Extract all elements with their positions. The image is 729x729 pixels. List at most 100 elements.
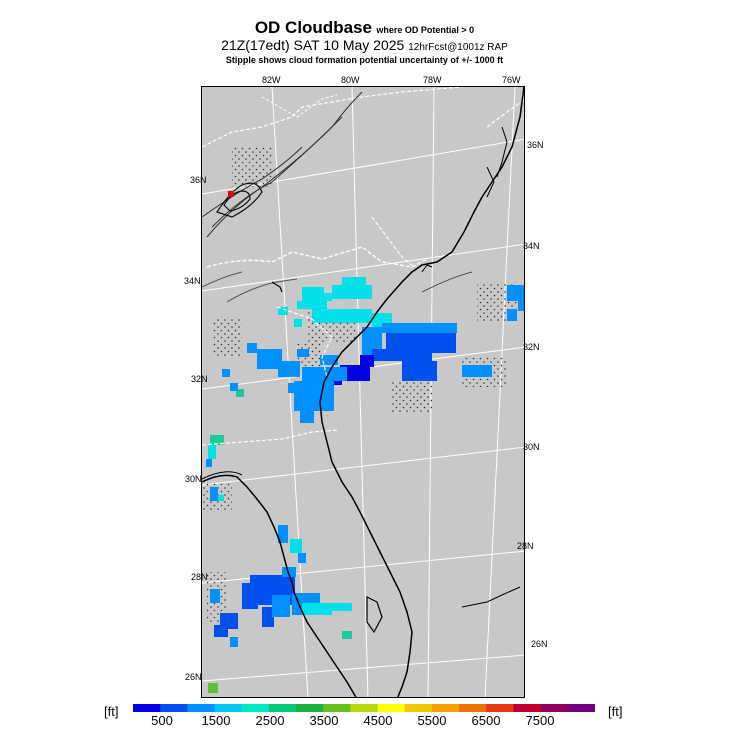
cloudbase-cell <box>230 383 238 391</box>
legend-label-4500: 4500 <box>363 713 393 728</box>
cloudbase-cell <box>386 333 456 353</box>
map-canvas <box>202 87 524 697</box>
legend-color-swatch <box>404 704 433 712</box>
cloudbase-cell <box>278 307 288 315</box>
cloudbase-cell <box>382 323 457 333</box>
cloudbase-cell <box>236 389 244 397</box>
cloudbase-cell <box>208 683 218 693</box>
legend-label-7500: 7500 <box>525 713 555 728</box>
legend-label-3500: 3500 <box>309 713 339 728</box>
cloudbase-cell <box>230 637 238 647</box>
cloudbase-cell <box>298 553 306 563</box>
cloudbase-cell <box>288 383 296 393</box>
lat-label-left-28n: 28N <box>191 572 208 582</box>
legend-color-swatch <box>160 704 188 712</box>
legend-unit-right: [ft] <box>608 704 623 719</box>
cloudbase-cell <box>507 285 524 301</box>
legend-color-swatch <box>268 704 297 712</box>
lon-label-80w: 80W <box>341 75 360 85</box>
cloudbase-cells <box>206 277 524 693</box>
legend-unit-left: [ft] <box>104 704 119 719</box>
lon-label-76w: 76W <box>502 75 521 85</box>
lat-label-left-30n: 30N <box>185 474 202 484</box>
forecast-line: 21Z(17edt) SAT 10 May 2025 12hrFcst@1001… <box>0 37 729 53</box>
cloudbase-cell <box>222 369 230 377</box>
legend-color-swatch <box>214 704 243 712</box>
lon-label-82w: 82W <box>262 75 281 85</box>
forecast-info: 12hrFcst@1001z RAP <box>408 42 508 53</box>
legend-color-swatch <box>377 704 406 712</box>
coastline <box>202 87 524 697</box>
cloudbase-cell <box>518 301 524 311</box>
cloudbase-cell <box>360 355 374 367</box>
legend-color-swatch <box>567 704 595 712</box>
cloudbase-cell <box>262 607 274 627</box>
cloudbase-cell <box>290 539 302 553</box>
color-legend-bar <box>133 704 595 712</box>
valid-time: 21Z(17edt) SAT 10 May 2025 <box>221 37 405 53</box>
terrain-contours <box>202 91 473 303</box>
lat-label-right-28n: 28N <box>517 541 534 551</box>
lat-label-left-36n: 36N <box>190 175 207 185</box>
legend-label-500: 500 <box>151 713 173 728</box>
cloudbase-cell <box>210 487 218 501</box>
legend-color-swatch <box>187 704 216 712</box>
legend-color-swatch <box>133 704 161 712</box>
legend-color-swatch <box>241 704 270 712</box>
legend-color-swatch <box>431 704 460 712</box>
cloudbase-cell <box>206 459 212 467</box>
stipple-note: Stipple shows cloud formation potential … <box>225 55 504 65</box>
lat-label-right-36n: 36N <box>527 140 544 150</box>
lat-label-right-26n: 26N <box>531 639 548 649</box>
chart-title: OD Cloudbase where OD Potential > 0 <box>0 18 729 38</box>
cloudbase-cell <box>302 367 347 381</box>
lon-label-78w: 78W <box>423 75 442 85</box>
cloudbase-cell <box>210 435 224 445</box>
cloudbase-cell <box>218 495 224 501</box>
legend-color-swatch <box>459 704 487 712</box>
cloudbase-cell <box>278 361 300 377</box>
legend-label-6500: 6500 <box>471 713 501 728</box>
cloudbase-cell <box>294 319 302 327</box>
legend-color-swatch <box>296 704 324 712</box>
cloudbase-cell <box>342 631 352 639</box>
lat-label-right-32n: 32N <box>523 342 540 352</box>
legend-label-5500: 5500 <box>417 713 447 728</box>
cloudbase-cell <box>302 287 324 301</box>
cloudbase-cell <box>300 411 314 423</box>
cloudbase-cell <box>257 349 282 369</box>
cloudbase-cell <box>324 293 332 301</box>
legend-color-swatch <box>323 704 351 712</box>
lat-label-left-32n: 32N <box>191 374 208 384</box>
cloudbase-cell <box>372 349 432 361</box>
lat-label-right-30n: 30N <box>523 442 540 452</box>
cloudbase-cell <box>242 583 258 609</box>
cloudbase-cell <box>312 309 372 323</box>
high-terrain-marker <box>228 191 234 197</box>
title-main: OD Cloudbase <box>254 18 372 37</box>
legend-color-swatch <box>350 704 379 712</box>
cloudbase-cell <box>214 625 228 637</box>
legend-label-1500: 1500 <box>201 713 231 728</box>
cloudbase-cell <box>340 365 370 381</box>
cloudbase-cell <box>272 595 290 617</box>
cloudbase-cell <box>462 365 492 377</box>
cloudbase-cell <box>322 603 352 611</box>
lat-label-left-26n: 26N <box>185 672 202 682</box>
cloudbase-cell <box>297 349 309 357</box>
cloudbase-cell <box>247 343 257 353</box>
cloudbase-cell <box>278 525 288 543</box>
legend-color-swatch <box>513 704 542 712</box>
title-note: where OD Potential > 0 <box>376 25 475 35</box>
legend-color-swatch <box>486 704 514 712</box>
state-borders <box>202 87 524 446</box>
cloudbase-cell <box>342 277 366 287</box>
lat-label-right-34n: 34N <box>523 241 540 251</box>
lat-label-left-34n: 34N <box>184 276 201 286</box>
cloudbase-cell <box>294 381 334 411</box>
cloudbase-cell <box>210 589 220 603</box>
cloudbase-cell <box>402 361 437 381</box>
cloudbase-cell <box>507 309 517 321</box>
legend-label-2500: 2500 <box>255 713 285 728</box>
cloudbase-cell <box>282 567 296 577</box>
